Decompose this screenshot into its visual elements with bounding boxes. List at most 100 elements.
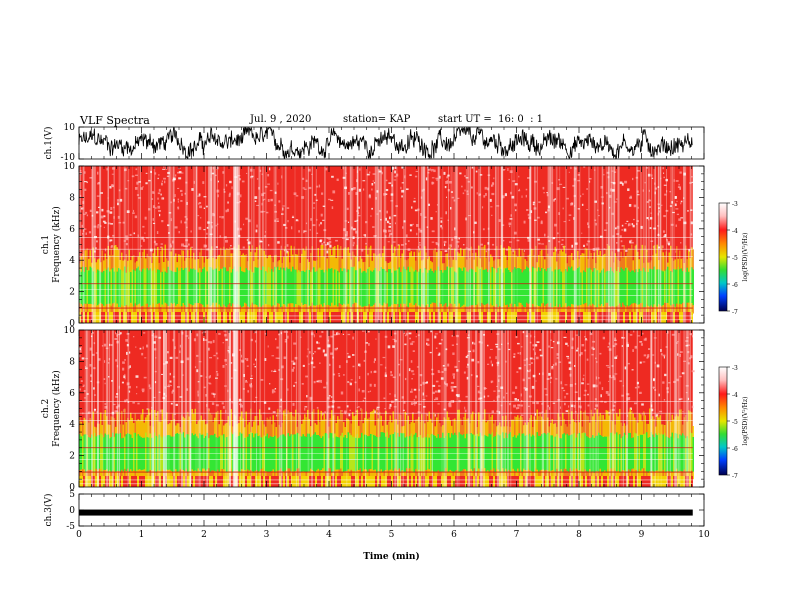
green-band (406, 436, 408, 469)
low-band (329, 476, 331, 487)
speckle (532, 402, 536, 404)
speckle (496, 205, 500, 207)
impulse-streak (119, 330, 120, 487)
speckle (395, 205, 398, 208)
speckle (86, 393, 89, 395)
speckle (336, 332, 338, 336)
speckle (658, 393, 660, 397)
green-band (106, 434, 108, 469)
low-band (341, 312, 343, 323)
low-band (275, 476, 277, 487)
low-band (417, 312, 419, 323)
impulse-streak (392, 166, 394, 323)
speckle (261, 193, 265, 197)
speckle (524, 364, 526, 366)
ch1-freq-axis-label: Frequency (kHz) (51, 206, 62, 283)
speckle (419, 230, 422, 232)
speckle (654, 191, 656, 195)
speckle (276, 220, 279, 222)
low-band (691, 476, 693, 487)
impulse-streak (324, 166, 326, 323)
speckle (82, 207, 84, 210)
speckle (413, 388, 417, 391)
green-band (587, 437, 589, 473)
low-band (515, 312, 517, 323)
green-band (370, 434, 372, 469)
low-band (619, 476, 621, 487)
low-band (305, 476, 307, 487)
speckle (256, 224, 258, 228)
impulse-streak (253, 166, 255, 323)
speckle (89, 364, 92, 367)
speckle (435, 397, 439, 400)
speckle (273, 391, 276, 393)
speckle (215, 352, 218, 355)
impulse-streak (240, 330, 241, 487)
speckle (280, 332, 282, 335)
ch1-y-tick-label: 6 (69, 225, 75, 235)
speckle (133, 336, 135, 338)
green-band (275, 436, 277, 473)
impulse-streak (147, 330, 150, 487)
speckle (513, 353, 516, 356)
speckle (291, 360, 295, 363)
low-band (291, 312, 293, 323)
speckle (568, 367, 572, 371)
green-band (634, 272, 636, 303)
impulse-streak (597, 330, 599, 487)
speckle (470, 374, 473, 377)
speckle (279, 409, 281, 412)
green-band (509, 272, 511, 304)
impulse-streak (636, 166, 639, 323)
impulse-streak (526, 330, 529, 487)
impulse-streak (195, 166, 198, 323)
green-band (326, 271, 328, 305)
green-band (149, 433, 151, 470)
impulse-streak (365, 166, 368, 323)
green-band (463, 434, 465, 469)
speckle (172, 389, 175, 392)
speckle (346, 231, 348, 234)
green-band (133, 269, 135, 307)
speckle (126, 398, 128, 402)
green-band (251, 271, 253, 303)
speckle (679, 354, 681, 357)
speckle (337, 373, 340, 375)
speckle (197, 390, 199, 394)
speckle (98, 358, 101, 361)
low-band (111, 476, 113, 487)
speckle (361, 249, 364, 252)
low-band (527, 312, 529, 323)
green-band (469, 434, 471, 471)
impulse-streak (237, 166, 240, 323)
impulse-streak (195, 166, 197, 323)
speckle (142, 346, 144, 350)
green-band (469, 269, 471, 306)
impulse-streak (307, 330, 310, 487)
speckle (197, 393, 199, 397)
speckle (612, 345, 616, 348)
low-band (313, 476, 315, 487)
green-band (214, 433, 216, 471)
speckle (445, 181, 448, 184)
low-band (287, 312, 289, 323)
speckle (573, 404, 576, 408)
speckle (523, 387, 527, 390)
ch2-y-tick-label: 10 (64, 326, 76, 336)
speckle (399, 373, 401, 377)
low-band (683, 476, 685, 487)
green-band (407, 266, 409, 308)
green-band (277, 438, 279, 471)
speckle (97, 171, 99, 175)
speckle (245, 380, 247, 382)
low-band (267, 476, 269, 487)
speckle (108, 376, 110, 378)
speckle (283, 330, 287, 333)
green-band (334, 433, 336, 472)
green-band (250, 432, 252, 470)
speckle (369, 390, 372, 392)
speckle (100, 192, 104, 194)
speckle (117, 215, 120, 219)
ch3-y-tick-label: 0 (69, 506, 75, 516)
green-band (692, 437, 694, 472)
